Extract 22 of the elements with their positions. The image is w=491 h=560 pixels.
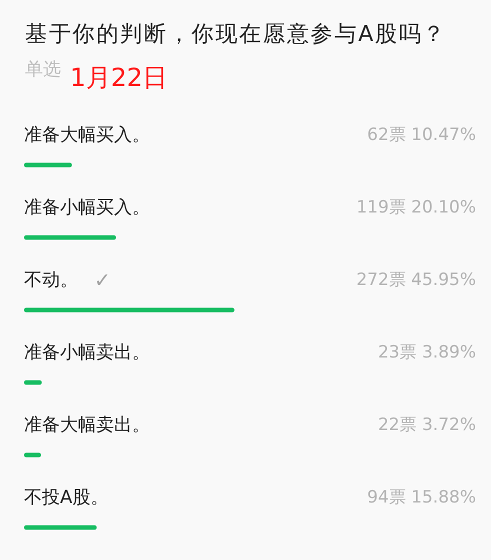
bar: [24, 162, 72, 168]
data-label: 94票 15.88%: [367, 488, 476, 508]
bar: [24, 380, 42, 385]
bar: [24, 452, 42, 458]
data-label: 23票 3.89%: [378, 342, 476, 362]
data-label: 22票 3.72%: [378, 415, 476, 435]
data-label: 119票 20.10%: [356, 198, 476, 218]
y-tick-label: 准备大幅买入。: [24, 124, 150, 146]
chart-subtitle: 单选: [25, 58, 61, 82]
y-tick-label: 不动。: [24, 270, 78, 290]
data-label: 272票 45.95%: [356, 270, 476, 290]
text: 1月22日: [70, 62, 168, 94]
annotation: ✓: [94, 268, 111, 292]
y-tick-label: 准备大幅卖出。: [24, 414, 150, 436]
bar: [24, 525, 97, 530]
y-tick-label: 准备小幅买入。: [24, 197, 150, 218]
bar: [24, 308, 234, 312]
chart-title: 基于你的判断，你现在愿意参与A股吗？: [25, 21, 446, 49]
bar: [24, 235, 116, 240]
y-tick-label: 准备小幅卖出。: [24, 342, 150, 363]
data-label: 62票 10.47%: [367, 125, 476, 145]
y-tick-label: 不投A股。: [24, 487, 108, 508]
